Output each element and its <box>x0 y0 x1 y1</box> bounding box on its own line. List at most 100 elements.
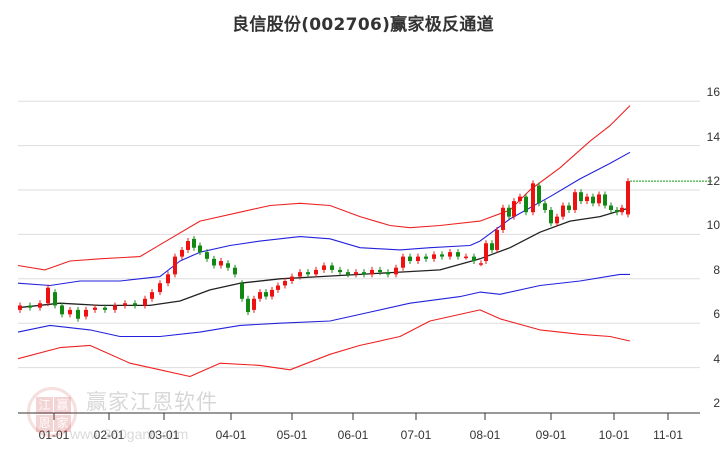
candle-up <box>276 285 280 290</box>
candle-up <box>219 261 223 266</box>
candle-down <box>567 205 571 210</box>
candle-down <box>192 238 196 248</box>
candle-up <box>464 256 468 259</box>
candle-up <box>298 272 302 277</box>
candle-up <box>626 181 630 215</box>
candle-up <box>123 303 127 306</box>
candle-down <box>60 305 64 315</box>
grid-lines <box>18 100 700 369</box>
watermark-url: www.360gann.com <box>70 426 189 442</box>
candle-up <box>186 241 190 250</box>
candle-up <box>93 307 97 310</box>
candle-up <box>501 207 505 230</box>
candle-down <box>306 272 310 275</box>
candle-down <box>264 292 268 297</box>
candle-down <box>28 305 32 308</box>
candle-up <box>270 289 274 297</box>
candle-down <box>472 256 476 262</box>
candle-up <box>620 207 624 213</box>
upper_inner-line <box>17 151 631 287</box>
candle-down <box>205 252 209 259</box>
candle-up <box>479 263 483 265</box>
candle-down <box>226 263 230 268</box>
candle-down <box>240 283 244 299</box>
x-tick-label: 02-01 <box>93 428 125 442</box>
candle-down <box>362 272 366 275</box>
candle-up <box>370 269 374 275</box>
candle-down <box>212 258 216 266</box>
candle-up <box>113 305 117 310</box>
candle-down <box>591 196 595 204</box>
candle-up <box>68 309 72 315</box>
candle-down <box>53 292 57 306</box>
y-tick-label: 14 <box>706 129 720 144</box>
x-tick-label: 09-01 <box>535 428 567 442</box>
logo-char: 家 <box>54 415 71 432</box>
candle-up <box>484 243 488 262</box>
y-tick-label: 2 <box>713 396 720 410</box>
candle-up <box>290 276 294 282</box>
candle-down <box>330 265 334 270</box>
candle-up <box>573 192 577 210</box>
channel-lines <box>17 105 712 378</box>
candle-down <box>549 209 553 224</box>
x-tick-label: 11-01 <box>653 428 683 442</box>
candle-up <box>18 305 22 310</box>
candle-down <box>603 194 607 206</box>
candle-down <box>408 256 412 262</box>
x-tick-label: 07-01 <box>400 428 432 442</box>
lower_inner-line <box>17 273 630 338</box>
candle-up <box>173 256 177 275</box>
candle-down <box>579 192 583 202</box>
candle-up <box>448 252 452 257</box>
candle-down <box>543 203 547 210</box>
candle-down <box>346 272 350 275</box>
candle-up <box>180 249 184 257</box>
candle-down <box>233 267 237 275</box>
candle-up <box>597 194 601 204</box>
candle-up <box>555 216 559 224</box>
candle-up <box>38 303 42 308</box>
lower_outer-line <box>17 309 631 378</box>
candle-up <box>416 256 420 262</box>
candle-up <box>166 274 170 284</box>
candle-down <box>440 254 444 257</box>
x-tick-label: 04-01 <box>215 428 247 442</box>
candle-up <box>158 283 162 293</box>
candle-down <box>198 245 202 253</box>
candle-down <box>76 309 80 319</box>
candle-up <box>495 229 499 250</box>
candle-up <box>518 196 522 202</box>
candle-up <box>401 256 405 268</box>
candle-up <box>314 269 318 275</box>
upper_outer-line <box>17 105 631 271</box>
logo-char: 赢 <box>54 397 71 414</box>
candle-up <box>84 309 88 317</box>
watermark-brand: 赢家江恩软件 <box>86 390 218 414</box>
y-tick-label: 4 <box>713 351 720 366</box>
x-tick-label: 08-01 <box>469 428 501 442</box>
candle-down <box>609 205 613 210</box>
middle-line <box>17 207 631 309</box>
watermark-logo: 江 赢 恩 家 <box>27 387 77 437</box>
candle-up <box>354 272 358 275</box>
candle-up <box>46 287 50 304</box>
candle-up <box>150 292 154 299</box>
y-tick-label: 10 <box>706 218 720 233</box>
candle-down <box>386 272 390 275</box>
candle-down <box>378 269 382 273</box>
x-tick-label: 03-01 <box>148 428 180 442</box>
candle-up <box>394 267 398 275</box>
candle-up <box>561 205 565 217</box>
candle-down <box>507 207 511 217</box>
candle-down <box>615 209 619 213</box>
x-tick-label: 06-01 <box>337 428 369 442</box>
candle-up <box>585 196 589 202</box>
candle-up <box>143 298 147 306</box>
candle-down <box>424 256 428 259</box>
y-tick-label: 12 <box>706 174 720 188</box>
x-tick-label: 05-01 <box>276 428 308 442</box>
candle-up <box>283 281 287 286</box>
candle-down <box>490 243 494 250</box>
